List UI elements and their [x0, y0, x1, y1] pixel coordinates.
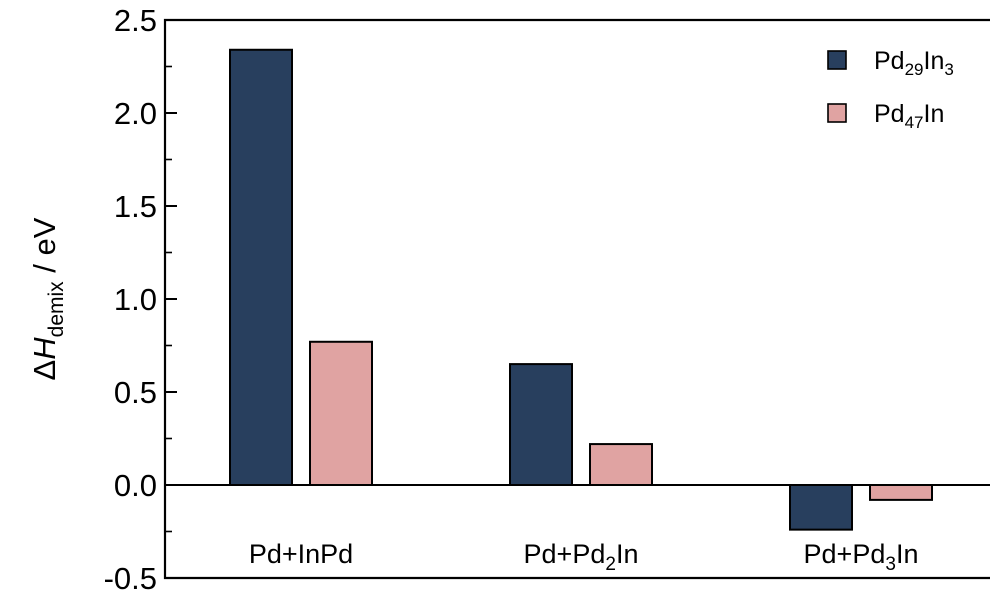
bar	[309, 340, 373, 486]
category-label: Pd+InPd	[249, 539, 353, 569]
y-axis-ticks: -0.5 0.0 0.5 1.0 1.5 2.0 2.5	[104, 3, 177, 591]
bar	[589, 443, 653, 486]
legend-label: Pd29In3	[874, 47, 954, 79]
y-tick-label: 2.0	[114, 96, 157, 131]
y-tick-label: 0.5	[114, 375, 157, 410]
legend: Pd29In3 Pd47In	[827, 47, 954, 132]
legend-swatch	[827, 103, 847, 123]
y-tick-label: 1.0	[114, 282, 157, 317]
bar	[229, 48, 293, 486]
y-tick-label: 0.0	[114, 468, 157, 503]
category-label: Pd+Pd2In	[524, 539, 639, 575]
y-axis-label-group: ΔHdemix / eV	[27, 217, 68, 380]
y-axis-label: ΔHdemix / eV	[27, 217, 68, 380]
bar	[789, 484, 853, 531]
bar	[869, 484, 933, 501]
category-label: Pd+Pd3In	[804, 539, 919, 575]
y-tick-label: 1.5	[114, 189, 157, 224]
category-labels: Pd+InPd Pd+Pd2In Pd+Pd3In	[249, 539, 919, 575]
y-tick-label: -0.5	[104, 561, 157, 591]
legend-label: Pd47In	[874, 100, 944, 132]
legend-swatch	[827, 50, 847, 70]
bar	[509, 363, 573, 487]
bars-group	[229, 48, 933, 531]
y-tick-label: 2.5	[114, 3, 157, 38]
